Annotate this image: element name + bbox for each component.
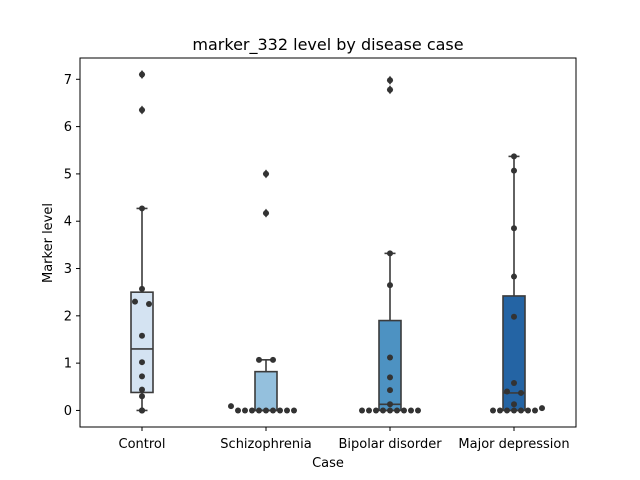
data-point xyxy=(387,407,393,414)
y-tick-label: 4 xyxy=(64,215,72,230)
data-point xyxy=(401,407,407,414)
data-point xyxy=(394,407,400,414)
x-tick-label: Major depression xyxy=(458,437,569,452)
data-point xyxy=(139,373,145,380)
swarm-points-3 xyxy=(359,77,421,414)
x-tick-label: Schizophrenia xyxy=(220,437,311,452)
data-point xyxy=(263,210,269,217)
data-point xyxy=(504,388,510,395)
data-point xyxy=(511,167,517,174)
box-group-4 xyxy=(502,155,526,412)
data-point xyxy=(270,356,276,363)
data-point xyxy=(518,389,524,396)
axes-frame xyxy=(79,57,577,428)
chart-title: marker_332 level by disease case xyxy=(192,35,463,55)
data-point xyxy=(387,282,393,289)
data-point xyxy=(525,407,531,414)
data-point xyxy=(415,407,421,414)
data-point xyxy=(511,273,517,280)
data-point xyxy=(139,393,145,400)
data-point xyxy=(291,407,297,414)
data-point xyxy=(139,285,145,292)
plot-area xyxy=(130,70,545,414)
data-point xyxy=(235,407,241,414)
y-tick-label: 0 xyxy=(64,404,72,419)
data-point xyxy=(387,77,393,84)
data-point xyxy=(511,407,517,414)
swarm-points-1 xyxy=(132,71,152,414)
y-tick-label: 2 xyxy=(64,309,72,324)
swarm-points-2 xyxy=(228,170,297,414)
data-point xyxy=(256,356,262,363)
swarm-points-4 xyxy=(490,153,545,414)
data-point xyxy=(146,301,152,307)
data-point xyxy=(387,354,393,361)
data-point xyxy=(263,407,269,414)
y-tick-label: 3 xyxy=(64,262,72,277)
data-point xyxy=(242,407,248,414)
data-point xyxy=(387,401,393,408)
iqr-box xyxy=(254,370,278,412)
data-point xyxy=(511,380,517,387)
data-point xyxy=(504,407,510,414)
data-point xyxy=(532,407,538,414)
data-point xyxy=(366,407,372,414)
data-point xyxy=(387,374,393,381)
x-tick-label: Control xyxy=(119,437,166,452)
x-axis-label: Case xyxy=(312,456,344,471)
iqr-box xyxy=(378,319,402,412)
x-axis: Control Schizophrenia Bipolar disorder Majo… xyxy=(119,427,570,452)
data-point xyxy=(539,405,545,412)
data-point xyxy=(511,225,517,232)
data-point xyxy=(139,205,145,212)
data-point xyxy=(263,170,269,177)
data-point xyxy=(277,407,283,414)
data-point xyxy=(511,401,517,408)
data-point xyxy=(132,298,138,305)
data-point xyxy=(511,313,517,320)
data-point xyxy=(387,387,393,394)
data-point xyxy=(518,407,524,414)
data-point xyxy=(139,332,145,339)
y-tick-label: 7 xyxy=(64,73,72,88)
data-point xyxy=(497,407,503,414)
data-point xyxy=(373,407,379,414)
y-tick-label: 1 xyxy=(64,357,72,372)
data-point xyxy=(139,407,145,414)
y-axis-label: Marker level xyxy=(41,203,56,283)
data-point xyxy=(270,407,276,414)
data-point xyxy=(387,250,393,257)
data-point xyxy=(408,407,414,414)
data-point xyxy=(359,407,365,414)
data-point xyxy=(511,153,517,160)
y-tick-label: 6 xyxy=(64,120,72,135)
data-point xyxy=(387,86,393,93)
data-point xyxy=(139,71,145,78)
data-point xyxy=(256,407,262,414)
data-point xyxy=(139,359,145,366)
data-point xyxy=(228,403,234,410)
y-tick-label: 5 xyxy=(64,167,72,182)
data-point xyxy=(284,407,290,414)
data-point xyxy=(249,407,255,414)
y-axis: 0 1 2 3 4 5 6 7 xyxy=(64,73,80,419)
x-tick-label: Bipolar disorder xyxy=(338,437,442,452)
data-point xyxy=(380,407,386,414)
data-point xyxy=(139,107,145,114)
data-point xyxy=(490,407,496,414)
data-point xyxy=(139,386,145,393)
